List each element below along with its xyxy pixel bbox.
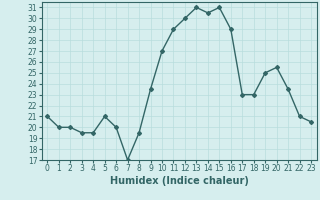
X-axis label: Humidex (Indice chaleur): Humidex (Indice chaleur)	[110, 176, 249, 186]
